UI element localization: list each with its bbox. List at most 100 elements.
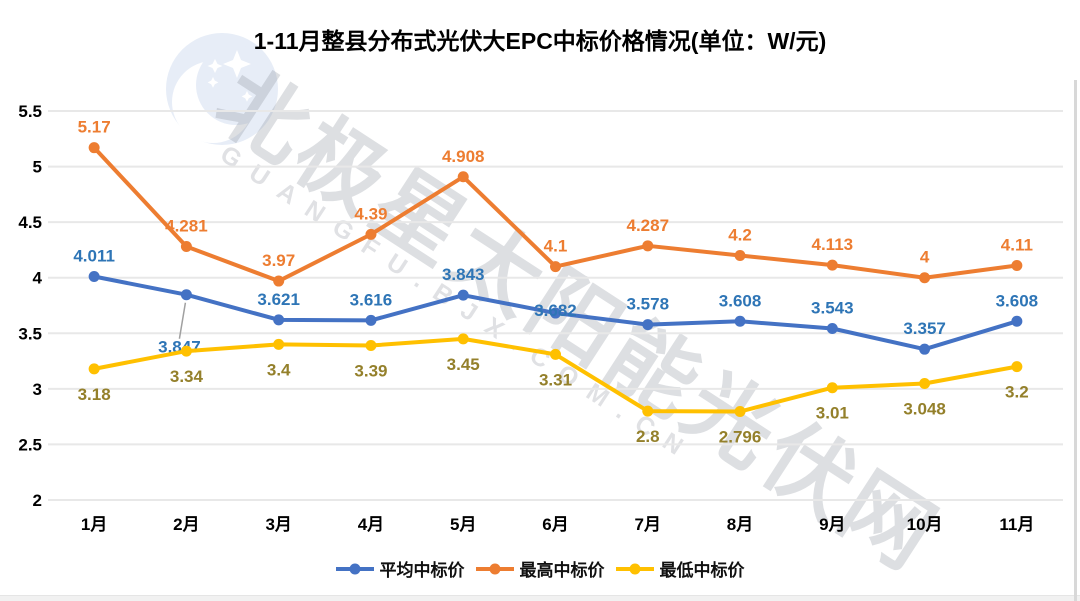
data-label: 4.1 [544, 237, 568, 256]
data-label: 5.17 [78, 118, 111, 137]
data-label: 3.048 [903, 400, 946, 419]
data-point [457, 333, 469, 345]
data-point [642, 405, 654, 417]
y-axis-label: 4 [33, 269, 43, 288]
data-point [365, 228, 377, 240]
data-point [734, 315, 746, 327]
x-axis-label: 1月 [81, 515, 107, 534]
chart-legend: 平均中标价 最高中标价 最低中标价 [0, 556, 1080, 581]
legend-marker-icon [615, 563, 654, 574]
data-label: 2.8 [636, 427, 660, 446]
data-point [919, 378, 931, 390]
data-label: 3.18 [78, 385, 111, 404]
data-point [365, 340, 377, 352]
data-point [919, 272, 931, 284]
chart-title: 1-11月整县分布式光伏大EPC中标价格情况(单位：W/元) [253, 28, 827, 54]
data-point [550, 348, 561, 360]
data-label: 3.31 [539, 370, 572, 389]
label-leader-line [178, 302, 187, 339]
legend-label: 最高中标价 [519, 561, 605, 580]
right-window-edge [1074, 80, 1077, 601]
data-label: 3.34 [170, 367, 204, 386]
legend-marker-icon [335, 563, 374, 574]
x-axis-label: 5月 [450, 515, 476, 534]
y-axis-label: 5.5 [18, 102, 42, 121]
data-point [550, 261, 561, 273]
data-point [180, 240, 192, 252]
data-label: 4.908 [442, 147, 485, 166]
data-point [88, 142, 100, 154]
data-point [642, 240, 654, 252]
data-point [1011, 259, 1023, 271]
data-point [550, 307, 561, 319]
y-axis-label: 3 [33, 380, 42, 399]
data-label: 4.281 [165, 216, 208, 235]
data-label: 3.357 [903, 319, 946, 338]
data-label: 3.4 [267, 360, 291, 379]
data-label: 3.01 [816, 404, 849, 423]
data-label: 3.682 [534, 301, 577, 320]
data-point [457, 289, 469, 301]
data-label: 3.578 [626, 295, 669, 314]
data-point [826, 323, 838, 335]
polaris-logo-watermark-icon [166, 33, 278, 145]
legend-item-1: 最高中标价 [475, 556, 605, 581]
data-point [734, 249, 746, 261]
data-label: 3.843 [442, 265, 485, 284]
data-label: 3.608 [719, 291, 762, 310]
y-axis-label: 4.5 [18, 213, 42, 232]
x-axis-label: 8月 [727, 515, 753, 534]
data-point [1011, 361, 1023, 373]
x-axis-label: 6月 [542, 515, 568, 534]
legend-item-0: 平均中标价 [335, 556, 465, 581]
x-axis-label: 2月 [173, 515, 199, 534]
data-label: 3.616 [350, 290, 393, 309]
data-point [273, 314, 285, 326]
data-label: 3.39 [354, 362, 387, 381]
data-label: 4.287 [626, 216, 669, 235]
x-axis-label: 4月 [358, 515, 384, 534]
x-axis-label: 9月 [819, 515, 845, 534]
bottom-window-edge [0, 595, 1080, 601]
data-point [826, 259, 838, 271]
data-label: 4.39 [354, 204, 387, 223]
data-point [88, 363, 100, 375]
y-axis-label: 5 [33, 158, 42, 177]
data-point [88, 270, 100, 282]
legend-marker-icon [475, 563, 514, 574]
data-point [365, 314, 377, 326]
data-point [457, 171, 469, 183]
x-axis-label: 11月 [999, 515, 1034, 534]
data-point [1011, 315, 1023, 327]
data-point [734, 406, 746, 418]
data-point [180, 289, 192, 301]
legend-label: 最低中标价 [659, 561, 745, 580]
data-label: 3.608 [996, 291, 1039, 310]
x-axis-label: 3月 [265, 515, 291, 534]
y-axis-label: 2.5 [18, 435, 42, 454]
legend-label: 平均中标价 [379, 561, 465, 580]
data-label: 3.97 [262, 251, 295, 270]
series-line-1 [92, 145, 1019, 284]
data-label: 2.796 [719, 428, 762, 447]
data-label: 4 [920, 248, 930, 267]
legend-item-2: 最低中标价 [615, 556, 745, 581]
data-point [642, 319, 654, 331]
data-point [273, 275, 285, 287]
y-axis-label: 3.5 [18, 324, 42, 343]
x-axis-label: 7月 [635, 515, 661, 534]
data-label: 3.621 [257, 290, 300, 309]
data-point [919, 343, 931, 355]
data-label: 3.543 [811, 299, 854, 318]
data-point [180, 345, 192, 357]
data-label: 4.2 [728, 225, 752, 244]
y-axis-label: 2 [33, 491, 42, 510]
data-label: 3.2 [1005, 383, 1029, 402]
data-point [826, 382, 838, 394]
data-point [273, 338, 285, 350]
data-label: 4.011 [73, 246, 115, 265]
data-label: 4.113 [812, 235, 854, 254]
data-label: 4.11 [1001, 235, 1033, 254]
